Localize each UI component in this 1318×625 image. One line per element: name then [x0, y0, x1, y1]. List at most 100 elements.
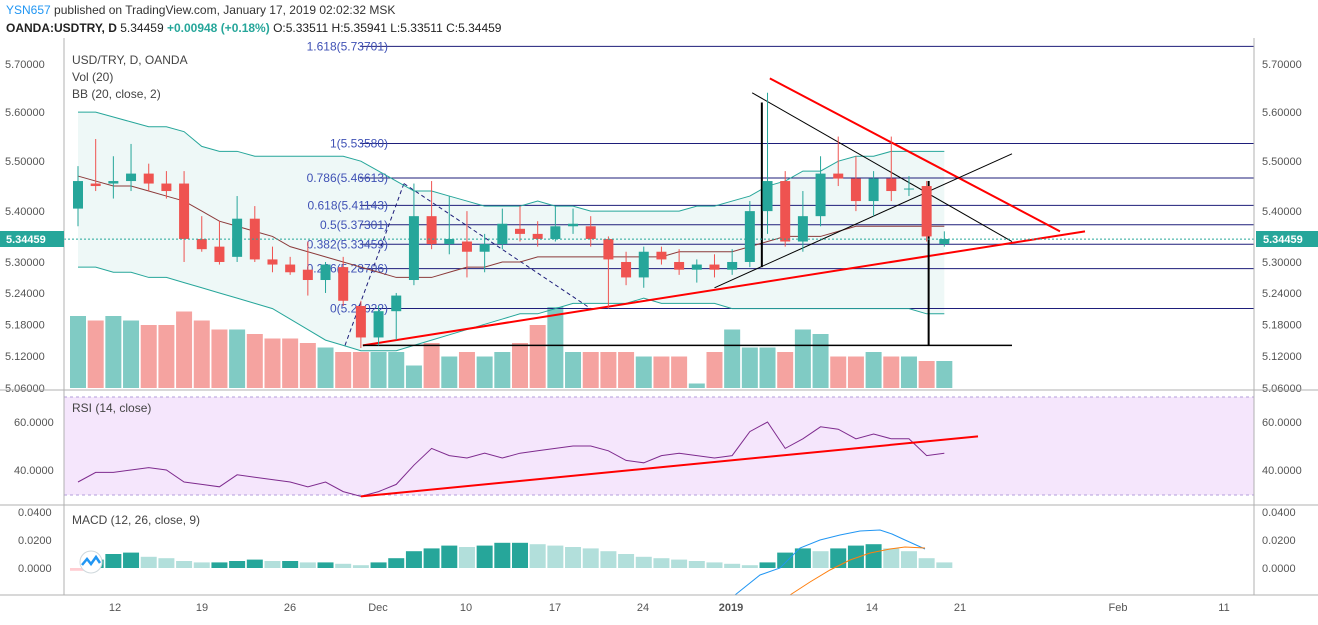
macd-histogram-bar: [123, 552, 140, 568]
bollinger-area: [78, 112, 945, 351]
time-tick-label: 26: [284, 602, 296, 614]
candle-body: [621, 261, 632, 278]
macd-histogram-bar: [494, 542, 511, 568]
bollinger-fill: [78, 112, 945, 351]
time-tick-label: 19: [196, 602, 208, 614]
macd-histogram-bar: [335, 563, 352, 568]
price-tick-label-left: 5.50000: [5, 156, 45, 168]
candle-body: [833, 173, 844, 179]
volume-bar: [458, 352, 475, 388]
publisher-username[interactable]: YSN657: [6, 3, 51, 17]
candle-body: [638, 251, 649, 278]
macd-tick-label-right: 0.0000: [1262, 563, 1296, 575]
volume-bar: [352, 352, 369, 388]
axes: 5.06000 5.06000 5.12000 5.12000 5.18000 5.180…: [5, 59, 1302, 614]
price-badge-left: [0, 231, 64, 247]
macd-histogram-bar: [883, 548, 900, 568]
time-tick-label: Feb: [1109, 602, 1128, 614]
volume-bar: [423, 343, 440, 388]
rsi-tick-label-left: 60.0000: [14, 417, 54, 429]
candle-body: [143, 173, 154, 184]
volume-bar: [158, 325, 175, 388]
price-tick-label-left: 5.40000: [5, 206, 45, 218]
volume-bar: [193, 320, 210, 388]
macd-histogram-bar: [441, 545, 458, 568]
macd-histogram-bar: [370, 562, 387, 568]
candle-body: [338, 267, 349, 301]
macd-histogram-bar: [759, 562, 776, 568]
macd-histogram-bar: [229, 561, 246, 568]
price-tick-label-left: 5.60000: [5, 107, 45, 119]
fib-trend-line: [344, 183, 405, 346]
candle-body: [780, 181, 791, 242]
price-tick-label-right: 5.06000: [1262, 383, 1302, 395]
candle-body: [691, 264, 702, 270]
symbol-name: OANDA:USDTRY, D: [6, 21, 117, 35]
candle-body: [373, 311, 384, 338]
bb-upper-line: [78, 111, 945, 212]
price-tick-label-right: 5.60000: [1262, 107, 1302, 119]
macd-histogram-bar: [264, 561, 281, 568]
candle-body: [868, 178, 879, 202]
volume-bar: [830, 356, 847, 388]
candle-body: [444, 238, 455, 245]
candle-body: [73, 181, 83, 209]
macd-histogram-bar: [794, 548, 811, 568]
candle-body: [744, 211, 755, 262]
price-tick-label-right: 5.30000: [1262, 257, 1302, 269]
volume-bar: [794, 329, 811, 388]
candle-body: [320, 264, 331, 281]
volume-bar: [565, 352, 582, 388]
macd-histogram: [70, 529, 953, 596]
candle-body: [568, 223, 579, 227]
macd-histogram-bar: [405, 551, 422, 568]
time-tick-label: 17: [549, 602, 561, 614]
volume-bar: [229, 329, 246, 388]
macd-histogram-bar: [618, 554, 635, 568]
macd-tick-label-right: 0.0200: [1262, 535, 1296, 547]
price-tick-label-right: 5.50000: [1262, 156, 1302, 168]
time-tick-label: 12: [109, 602, 121, 614]
macd-histogram-bar: [653, 558, 670, 568]
volume-bar: [529, 325, 546, 388]
macd-tick-label-left: 0.0000: [18, 563, 52, 575]
candle-body: [232, 218, 243, 257]
candle-body: [762, 181, 773, 212]
macd-histogram-bar: [299, 562, 316, 568]
ohlc-values: O:5.33511 H:5.35941 L:5.33511 C:5.34459: [273, 21, 502, 35]
fib-level-label: 1(5.53580): [330, 137, 388, 151]
volume-bar: [211, 329, 228, 388]
volume-bar: [618, 352, 635, 388]
candle-body: [196, 238, 207, 250]
volume-bar: [494, 352, 511, 388]
macd-histogram-bar: [458, 547, 475, 568]
time-tick-label: Dec: [368, 602, 388, 614]
rsi-label: RSI (14, close): [72, 401, 151, 415]
macd-histogram-bar: [918, 558, 935, 568]
price-tick-label-right: 5.40000: [1262, 206, 1302, 218]
volume-bar: [918, 361, 935, 388]
candle-body: [550, 226, 561, 239]
volume-bar: [847, 356, 864, 388]
price-tick-label-left: 5.70000: [5, 59, 45, 71]
macd-histogram-bar: [317, 562, 334, 568]
rsi-tick-label-left: 40.0000: [14, 465, 54, 477]
macd-tick-label-right: 0.0400: [1262, 507, 1296, 519]
macd-histogram-bar: [70, 568, 86, 571]
fib-trend-line: [403, 183, 591, 310]
volume-bar: [299, 343, 316, 388]
price-badge-right: [1256, 231, 1318, 247]
fib-level-label: 1.618(5.73701): [307, 39, 388, 53]
tradingview-logo-icon[interactable]: [79, 550, 103, 574]
macd-histogram-bar: [158, 558, 175, 568]
candle-body: [302, 269, 313, 281]
macd-histogram-bar: [777, 552, 794, 568]
last-price: 5.34459: [120, 21, 164, 35]
candle-body: [391, 295, 402, 312]
price-badge-right-text: 5.34459: [1263, 234, 1303, 246]
fib-level-label: 0.786(5.46613): [307, 171, 388, 185]
volume-bar: [264, 338, 281, 388]
price-tick-label-right: 5.18000: [1262, 319, 1302, 331]
macd-histogram-bar: [724, 563, 741, 568]
